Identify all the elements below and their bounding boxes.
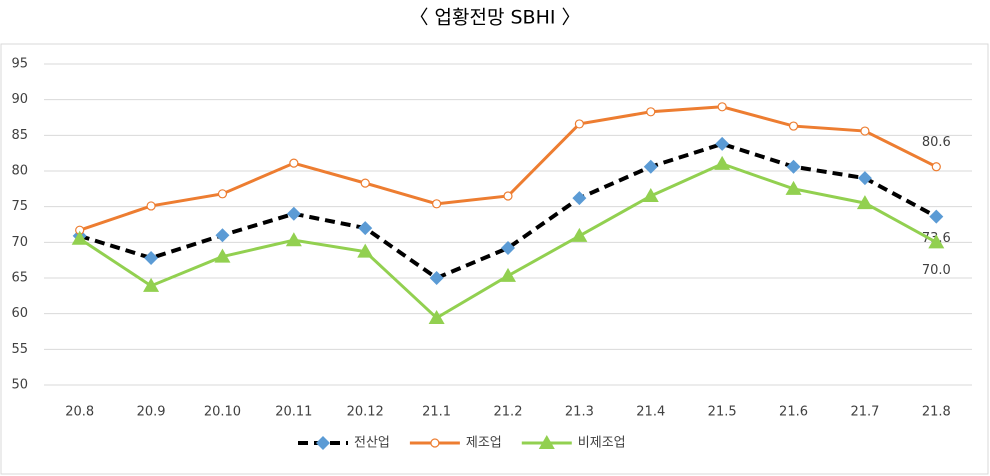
y-tick-label: 95 xyxy=(11,57,28,72)
data-point xyxy=(785,180,802,195)
data-point xyxy=(286,206,301,221)
x-tick-label: 21.3 xyxy=(565,405,594,420)
data-point xyxy=(860,126,870,136)
chart-title: 〈 업황전망 SBHI 〉 xyxy=(409,7,580,29)
data-point xyxy=(715,136,730,151)
data-label: 70.0 xyxy=(922,263,951,278)
data-point xyxy=(357,243,374,258)
data-point xyxy=(428,309,445,324)
data-point xyxy=(360,178,370,188)
x-tick-label: 21.1 xyxy=(422,405,451,420)
data-point xyxy=(143,277,160,292)
x-tick-label: 20.11 xyxy=(275,405,312,420)
y-tick-label: 90 xyxy=(11,92,28,107)
y-tick-label: 60 xyxy=(11,306,28,321)
x-tick-label: 21.6 xyxy=(779,405,808,420)
data-point xyxy=(71,230,88,245)
data-point xyxy=(788,121,799,131)
data-point xyxy=(856,195,873,210)
data-point xyxy=(717,102,727,112)
legend-marker xyxy=(316,436,330,450)
data-point xyxy=(214,248,231,263)
data-point xyxy=(144,251,159,266)
data-point xyxy=(571,227,588,242)
data-point xyxy=(572,191,587,206)
data-point xyxy=(146,201,156,211)
data-point xyxy=(714,155,731,170)
y-tick-label: 75 xyxy=(11,199,28,214)
data-point xyxy=(643,159,658,174)
data-point xyxy=(358,221,373,236)
data-point xyxy=(931,162,941,172)
data-label: 80.6 xyxy=(922,135,951,150)
legend-marker xyxy=(538,435,555,449)
series-line xyxy=(79,141,938,281)
legend-label: 제조업 xyxy=(466,436,502,451)
data-point xyxy=(501,241,515,256)
y-tick-label: 50 xyxy=(11,378,28,393)
y-tick-label: 65 xyxy=(11,271,28,286)
data-point xyxy=(215,228,230,243)
x-tick-label: 21.8 xyxy=(922,405,951,420)
x-tick-label: 20.10 xyxy=(204,405,241,420)
data-point xyxy=(429,271,444,285)
data-point xyxy=(500,267,516,282)
data-point xyxy=(857,171,872,186)
x-tick-label: 21.7 xyxy=(850,405,879,420)
chart-frame xyxy=(0,43,989,475)
data-point xyxy=(929,209,944,224)
data-point xyxy=(503,191,513,201)
data-point xyxy=(574,119,584,129)
data-point xyxy=(928,234,945,249)
x-tick-label: 21.5 xyxy=(708,405,737,420)
data-point xyxy=(217,189,228,199)
y-tick-label: 55 xyxy=(11,342,28,357)
data-point xyxy=(289,158,299,168)
data-point xyxy=(786,159,801,174)
legend-marker xyxy=(430,438,440,448)
y-tick-label: 85 xyxy=(11,128,28,143)
legend-label: 비제조업 xyxy=(578,436,626,451)
x-tick-label: 21.4 xyxy=(636,405,665,420)
x-tick-label: 21.2 xyxy=(494,405,523,420)
y-tick-label: 70 xyxy=(11,235,28,250)
data-point xyxy=(642,187,659,202)
x-tick-label: 20.9 xyxy=(137,405,166,420)
y-tick-label: 80 xyxy=(11,164,28,179)
x-tick-label: 20.12 xyxy=(347,405,384,420)
legend-label: 전산업 xyxy=(354,436,390,451)
x-tick-label: 20.8 xyxy=(65,405,94,420)
data-point xyxy=(285,232,302,247)
data-point xyxy=(646,107,656,117)
data-point xyxy=(432,199,442,209)
